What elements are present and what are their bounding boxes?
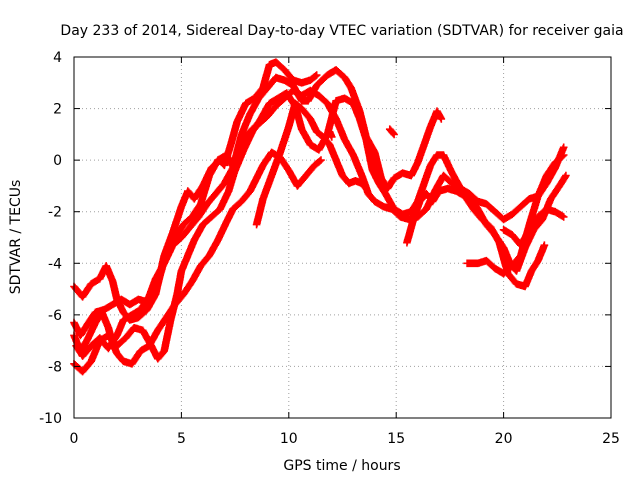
x-tick-label: 20 — [495, 431, 513, 447]
series-track-7 — [403, 184, 549, 291]
series-marker-path — [325, 127, 336, 141]
x-tick-label: 15 — [387, 431, 405, 447]
series-track-6 — [252, 99, 370, 229]
series-track-11 — [385, 125, 398, 139]
series-marker-path — [403, 184, 549, 291]
data-layer — [70, 58, 570, 376]
x-tick-label: 25 — [602, 431, 620, 447]
chart-title: Day 233 of 2014, Sidereal Day-to-day VTE… — [60, 23, 623, 39]
y-tick-label: 4 — [53, 50, 62, 66]
plot-frame — [73, 56, 612, 419]
x-axis-label: GPS time / hours — [283, 458, 400, 474]
x-tick-label: 0 — [70, 431, 79, 447]
y-tick-label: 0 — [53, 153, 62, 169]
series-marker-path — [499, 205, 568, 249]
y-tick-label: -10 — [39, 411, 62, 427]
x-tick-label: 10 — [280, 431, 298, 447]
series-track-9 — [499, 205, 568, 249]
y-tick-label: -8 — [48, 359, 62, 375]
y-tick-label: -6 — [48, 308, 62, 324]
series-marker-path — [385, 125, 398, 139]
y-tick-label: -4 — [48, 256, 62, 272]
y-tick-label: 2 — [53, 102, 62, 118]
x-tick-label: 5 — [177, 431, 186, 447]
y-axis-label: SDTVAR / TECUs — [8, 180, 24, 295]
series-track-10 — [325, 127, 336, 141]
series-marker-path — [252, 99, 370, 229]
y-tick-label: -2 — [48, 205, 62, 221]
